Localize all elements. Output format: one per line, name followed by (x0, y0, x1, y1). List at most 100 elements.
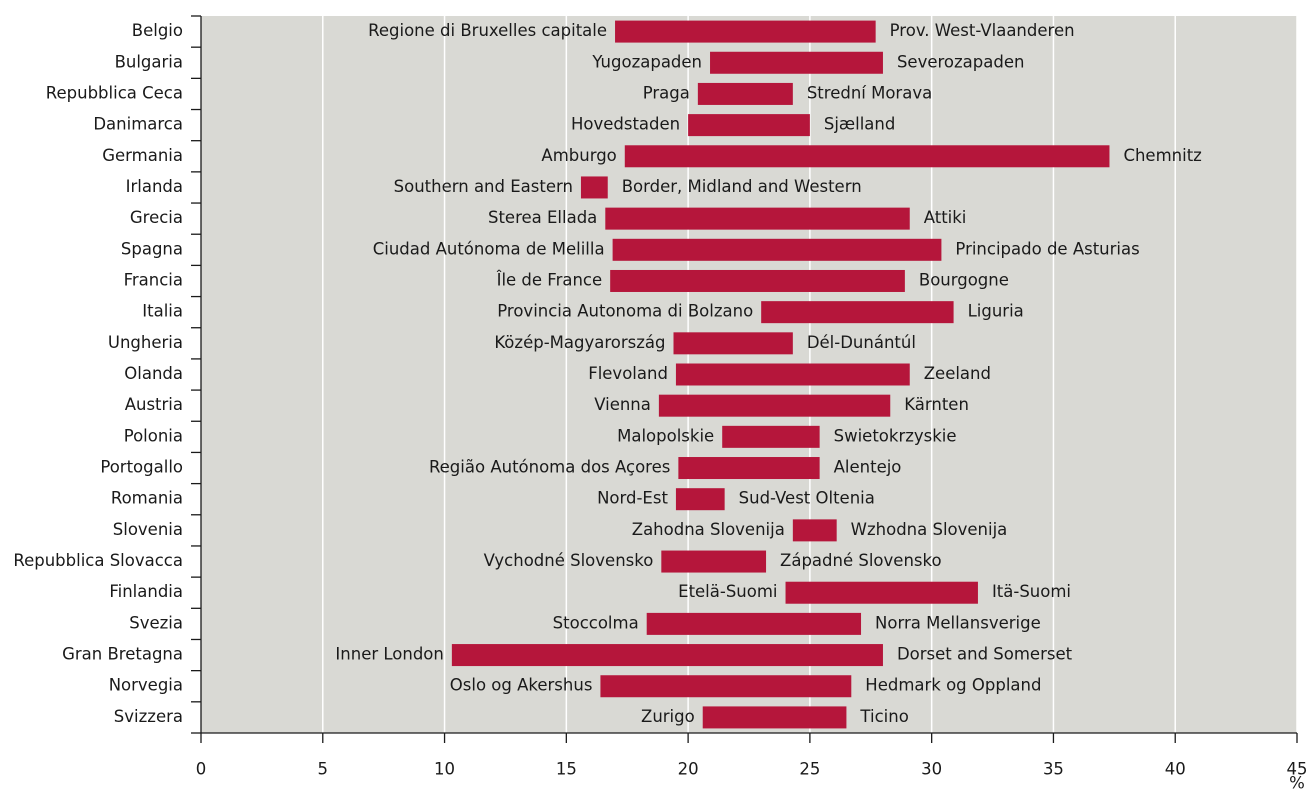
y-tick-label: Portogallo (100, 458, 183, 477)
high-region-label: Západné Slovensko (780, 551, 942, 570)
low-region-label: Île de France (496, 270, 603, 289)
y-tick-label: Italia (142, 302, 183, 321)
low-region-label: Região Autónoma dos Açores (429, 458, 670, 477)
bar (697, 82, 793, 105)
bar (792, 519, 837, 542)
low-region-label: Zahodna Slovenija (632, 520, 785, 539)
y-tick-label: Repubblica Ceca (46, 83, 183, 102)
low-region-label: Yugozapaden (591, 52, 702, 71)
x-tick-label: 35 (1043, 760, 1064, 779)
y-tick-label: Gran Bretagna (62, 645, 183, 664)
low-region-label: Malopolskie (617, 426, 714, 445)
y-tick-label: Romania (111, 489, 183, 508)
low-region-label: Amburgo (541, 146, 616, 165)
high-region-label: Attiki (924, 208, 967, 227)
y-tick-label: Norvegia (109, 676, 183, 695)
low-region-label: Stoccolma (553, 613, 639, 632)
bar (688, 114, 810, 137)
low-region-label: Vychodné Slovensko (484, 551, 654, 570)
high-region-label: Ticino (859, 707, 908, 726)
high-region-label: Dél-Dunántúl (807, 333, 916, 352)
y-tick-label: Germania (102, 146, 183, 165)
high-region-label: Alentejo (834, 458, 902, 477)
high-region-label: Principado de Asturias (955, 239, 1139, 258)
x-tick-label: 25 (799, 760, 820, 779)
high-region-label: Dorset and Somerset (897, 645, 1073, 664)
low-region-label: Sterea Ellada (488, 208, 597, 227)
high-region-label: Sjælland (824, 115, 895, 134)
bar (605, 207, 910, 230)
high-region-label: Severozapaden (897, 52, 1025, 71)
low-region-label: Flevoland (588, 364, 668, 383)
x-tick-label: 0 (196, 760, 207, 779)
x-axis-unit: % (1289, 774, 1305, 792)
y-tick-label: Slovenia (113, 520, 183, 539)
low-region-label: Ciudad Autónoma de Melilla (373, 239, 605, 258)
low-region-label: Praga (643, 83, 690, 102)
y-tick-label: Irlanda (126, 177, 183, 196)
high-region-label: Itä-Suomi (992, 582, 1071, 601)
high-region-label: Sud-Vest Oltenia (739, 489, 875, 508)
high-region-label: Prov. West-Vlaanderen (890, 21, 1075, 40)
y-tick-label: Belgio (132, 21, 183, 40)
low-region-label: Vienna (594, 395, 651, 414)
high-region-label: Strední Morava (807, 83, 932, 102)
y-tick-label: Grecia (130, 208, 183, 227)
bar (615, 20, 876, 43)
high-region-label: Zeeland (924, 364, 991, 383)
y-tick-label: Olanda (124, 364, 183, 383)
bar (678, 457, 820, 480)
high-region-label: Hedmark og Oppland (865, 676, 1041, 695)
bar (702, 706, 847, 729)
bar (785, 581, 978, 604)
bar (600, 675, 852, 698)
x-tick-label: 15 (556, 760, 577, 779)
high-region-label: Border, Midland and Western (622, 177, 862, 196)
bar (624, 145, 1110, 168)
x-tick-label: 40 (1165, 760, 1186, 779)
y-tick-label: Francia (124, 270, 183, 289)
x-tick-label: 10 (434, 760, 455, 779)
high-region-label: Wzhodna Slovenija (851, 520, 1008, 539)
high-region-label: Chemnitz (1123, 146, 1201, 165)
low-region-label: Oslo og Akershus (450, 676, 593, 695)
y-tick-label: Repubblica Slovacca (13, 551, 183, 570)
low-region-label: Zurigo (641, 707, 695, 726)
bar (675, 488, 725, 511)
y-tick-label: Polonia (124, 426, 183, 445)
bar (761, 301, 954, 324)
x-tick-label: 20 (678, 760, 699, 779)
low-region-label: Közép-Magyarország (494, 333, 665, 352)
y-tick-label: Spagna (121, 239, 183, 258)
bar (661, 550, 767, 573)
bar (673, 332, 793, 355)
y-tick-label: Svizzera (114, 707, 183, 726)
high-region-label: Norra Mellansverige (875, 613, 1041, 632)
high-region-label: Bourgogne (919, 270, 1009, 289)
low-region-label: Nord-Est (597, 489, 668, 508)
low-region-label: Inner London (335, 645, 443, 664)
high-region-label: Liguria (968, 302, 1024, 321)
low-region-label: Hovedstaden (571, 115, 680, 134)
y-tick-label: Svezia (129, 613, 183, 632)
low-region-label: Southern and Eastern (394, 177, 573, 196)
x-tick-label: 30 (921, 760, 942, 779)
bar (710, 51, 883, 74)
y-tick-label: Danimarca (93, 115, 183, 134)
high-region-label: Kärnten (904, 395, 969, 414)
x-tick-label: 45 (1287, 760, 1308, 779)
low-region-label: Etelä-Suomi (678, 582, 777, 601)
low-region-label: Regione di Bruxelles capitale (368, 21, 607, 40)
bar (610, 269, 905, 292)
y-tick-label: Ungheria (108, 333, 183, 352)
y-tick-label: Finlandia (109, 582, 183, 601)
bar (451, 644, 883, 667)
bar (675, 363, 910, 386)
y-tick-label: Austria (125, 395, 183, 414)
bar (646, 612, 862, 635)
bar (722, 425, 820, 448)
low-region-label: Provincia Autonoma di Bolzano (497, 302, 753, 321)
bar (612, 238, 942, 261)
high-region-label: Swietokrzyskie (834, 426, 957, 445)
